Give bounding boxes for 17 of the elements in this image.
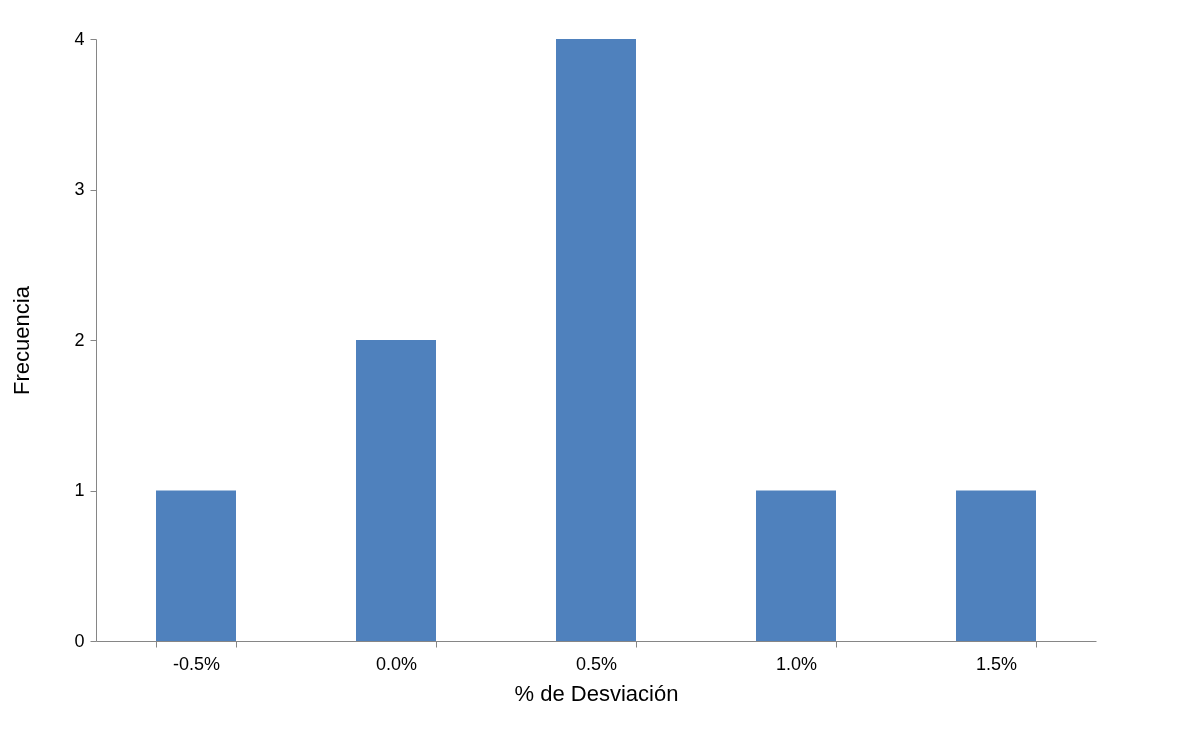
y-tick-label: 2	[74, 329, 85, 350]
x-tick-label: 1.0%	[775, 653, 818, 674]
x-tick-label: -0.5%	[172, 653, 221, 674]
x-axis-title: % de Desviación	[514, 680, 679, 706]
x-tick-label: 0.0%	[375, 653, 418, 674]
y-tick-label: 0	[74, 630, 85, 651]
bar	[756, 490, 836, 641]
x-tick-label: 1.5%	[975, 653, 1018, 674]
y-tick-label: 4	[74, 28, 85, 49]
bar	[956, 490, 1036, 641]
x-tick-label: 0.5%	[575, 653, 618, 674]
bar	[556, 39, 636, 641]
bar	[356, 340, 436, 641]
y-tick-label: 1	[74, 480, 85, 500]
bar	[156, 490, 236, 641]
y-tick-label: 3	[74, 179, 85, 199]
y-axis-title: Frecuencia	[9, 285, 35, 395]
